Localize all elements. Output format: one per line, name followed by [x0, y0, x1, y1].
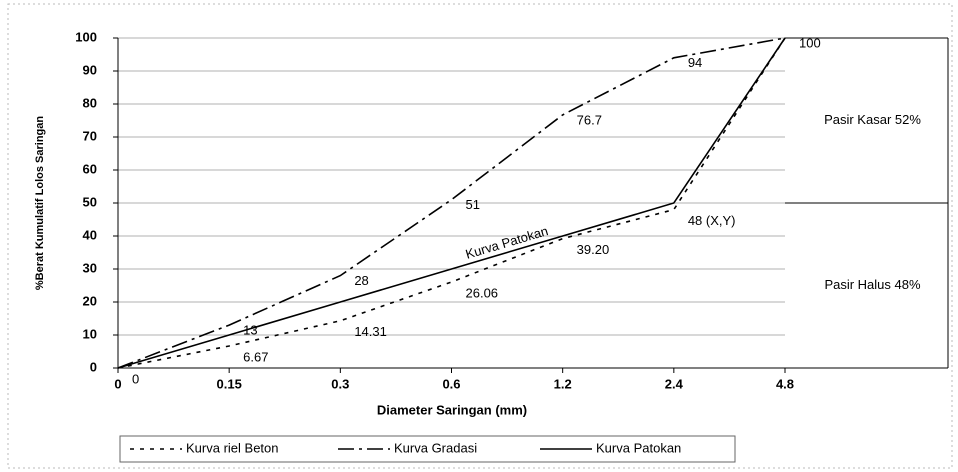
x-tick-label: 1.2 — [554, 376, 572, 391]
y-tick-label: 70 — [83, 128, 97, 143]
legend-label: Kurva Patokan — [596, 440, 681, 455]
data-label: 51 — [466, 197, 480, 212]
x-tick-label: 0.6 — [442, 376, 460, 391]
y-tick-label: 90 — [83, 62, 97, 77]
x-tick-label: 0 — [114, 376, 121, 391]
legend-label: Kurva riel Beton — [186, 440, 279, 455]
y-tick-label: 40 — [83, 227, 97, 242]
y-tick-label: 0 — [90, 359, 97, 374]
region-label: Pasir Halus 48% — [824, 277, 921, 292]
x-axis-label: Diameter Saringan (mm) — [377, 402, 527, 417]
data-label: 28 — [354, 273, 368, 288]
y-axis-label: %Berat Kumulatif Lolos Saringan — [34, 116, 46, 290]
data-label: 0 — [132, 371, 139, 386]
y-tick-label: 30 — [83, 260, 97, 275]
y-tick-label: 60 — [83, 161, 97, 176]
series-line — [117, 37, 786, 369]
line-annotation: Kurva Patokan — [464, 223, 550, 262]
y-tick-label: 10 — [83, 326, 97, 341]
data-label: 100 — [799, 35, 821, 50]
legend-label: Kurva Gradasi — [394, 440, 477, 455]
x-tick-label: 2.4 — [665, 376, 684, 391]
data-label: 39.20 — [577, 242, 610, 257]
chart-border — [7, 3, 953, 469]
region-label: Pasir Kasar 52% — [824, 112, 921, 127]
y-tick-label: 50 — [83, 194, 97, 209]
data-label: 14.31 — [354, 324, 387, 339]
x-tick-label: 0.3 — [331, 376, 349, 391]
series-line — [117, 37, 786, 369]
data-label: 13 — [243, 323, 257, 338]
data-label: 6.67 — [243, 349, 268, 364]
y-tick-label: 100 — [75, 29, 97, 44]
series-line — [117, 37, 786, 369]
x-tick-label: 4.8 — [776, 376, 794, 391]
x-tick-label: 0.15 — [217, 376, 242, 391]
y-tick-label: 20 — [83, 293, 97, 308]
legend-box — [119, 435, 736, 463]
data-label: 26.06 — [466, 285, 499, 300]
data-label: 48 (X,Y) — [688, 213, 736, 228]
y-tick-label: 80 — [83, 95, 97, 110]
data-label: 76.7 — [577, 112, 602, 127]
data-label: 94 — [688, 55, 702, 70]
